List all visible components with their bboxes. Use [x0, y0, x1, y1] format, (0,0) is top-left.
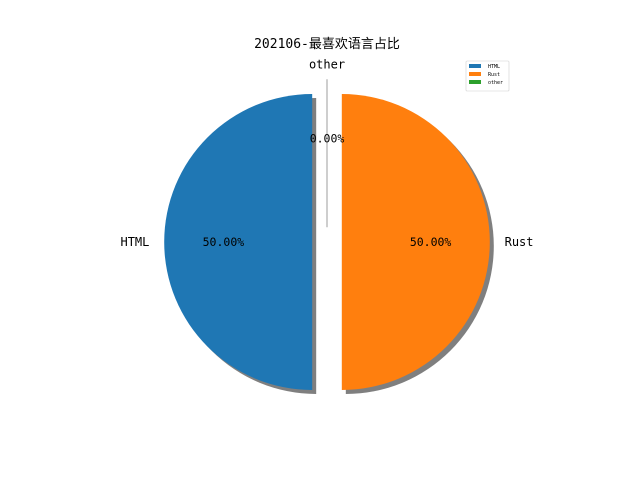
slice-label-rust: Rust — [505, 235, 534, 249]
slice-layer — [164, 79, 490, 390]
legend-swatch-rust — [469, 72, 481, 76]
legend-label-rust: Rust — [488, 72, 500, 78]
legend-swatch-html — [469, 64, 481, 68]
slice-percent-html: 50.00% — [203, 235, 245, 249]
slice-percent-rust: 50.00% — [410, 235, 452, 249]
slice-label-other: other — [309, 57, 345, 71]
legend-swatch-other — [469, 80, 481, 84]
slice-percent-other: 0.00% — [310, 131, 345, 145]
legend-entries: HTML Rust other — [469, 64, 503, 86]
slice-label-html: HTML — [120, 235, 149, 249]
legend-label-html: HTML — [488, 64, 500, 70]
label-layer: HTML 50.00% Rust 50.00% other 0.00% — [120, 57, 533, 249]
pie-slice-html — [164, 94, 313, 390]
pie-slice-rust — [341, 94, 490, 390]
chart-title: 202106-最喜欢语言占比 — [254, 37, 400, 52]
legend: HTML Rust other — [465, 60, 510, 92]
legend-label-other: other — [488, 80, 503, 86]
